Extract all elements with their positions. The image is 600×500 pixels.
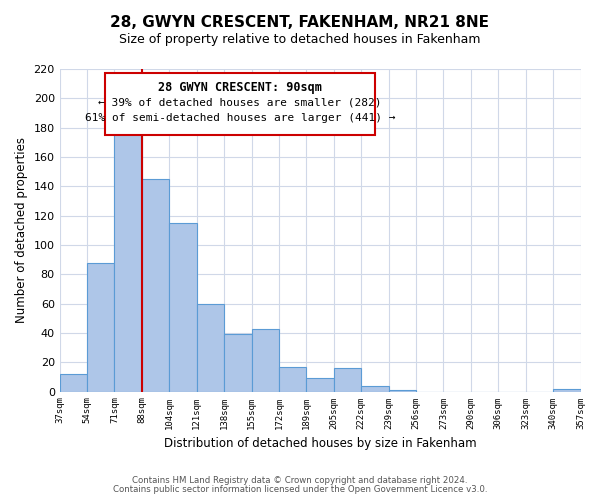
Text: Contains public sector information licensed under the Open Government Licence v3: Contains public sector information licen… — [113, 485, 487, 494]
Bar — [169, 223, 197, 392]
Text: ← 39% of detached houses are smaller (282): ← 39% of detached houses are smaller (28… — [98, 97, 382, 107]
X-axis label: Distribution of detached houses by size in Fakenham: Distribution of detached houses by size … — [164, 437, 476, 450]
Bar — [59, 374, 87, 392]
Text: 28 GWYN CRESCENT: 90sqm: 28 GWYN CRESCENT: 90sqm — [158, 81, 322, 94]
Bar — [361, 386, 389, 392]
Text: 61% of semi-detached houses are larger (441) →: 61% of semi-detached houses are larger (… — [85, 113, 395, 123]
Text: Size of property relative to detached houses in Fakenham: Size of property relative to detached ho… — [119, 32, 481, 46]
Bar — [279, 366, 307, 392]
Bar — [307, 378, 334, 392]
Bar — [553, 388, 581, 392]
Bar — [224, 334, 251, 392]
Bar — [87, 262, 115, 392]
Bar — [389, 390, 416, 392]
Bar — [115, 129, 142, 392]
Text: Contains HM Land Registry data © Crown copyright and database right 2024.: Contains HM Land Registry data © Crown c… — [132, 476, 468, 485]
Text: 28, GWYN CRESCENT, FAKENHAM, NR21 8NE: 28, GWYN CRESCENT, FAKENHAM, NR21 8NE — [110, 15, 490, 30]
Bar — [334, 368, 361, 392]
Bar — [251, 328, 279, 392]
Bar — [197, 304, 224, 392]
Y-axis label: Number of detached properties: Number of detached properties — [15, 138, 28, 324]
Bar — [142, 179, 169, 392]
